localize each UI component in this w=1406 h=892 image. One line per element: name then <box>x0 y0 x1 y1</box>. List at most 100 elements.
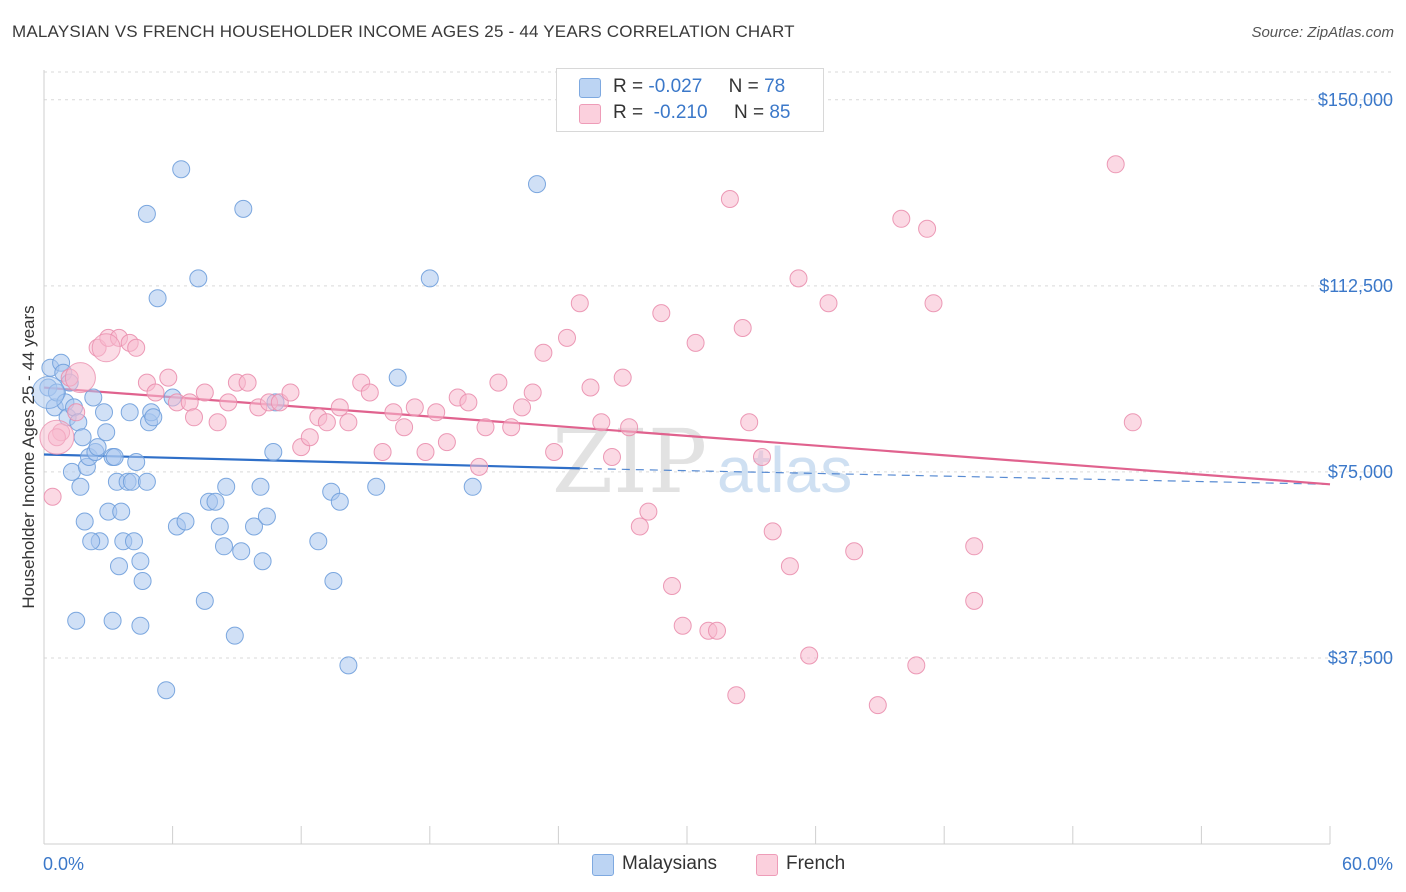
french-point <box>238 373 257 392</box>
french-point <box>673 616 692 635</box>
malaysians-point <box>137 204 156 223</box>
malaysians-point <box>206 492 225 511</box>
malaysians-point <box>463 477 482 496</box>
french-point <box>892 209 911 228</box>
cluster-point <box>39 419 75 455</box>
malaysians-point <box>95 403 113 422</box>
french-point <box>581 378 600 397</box>
french-point <box>918 219 937 238</box>
malaysians-point <box>528 175 546 194</box>
malaysians-swatch <box>579 78 601 98</box>
legend-malaysians-label: Malaysians <box>622 853 718 874</box>
malaysians-point <box>420 269 439 288</box>
french-point <box>489 373 508 392</box>
french-point <box>965 537 984 556</box>
french-point <box>753 448 771 466</box>
malaysians-point <box>324 572 343 590</box>
french-r-label: R = <box>613 102 644 123</box>
cluster-point <box>91 333 121 363</box>
french-point <box>763 522 782 541</box>
malaysians-point <box>309 532 328 551</box>
malaysians-point <box>88 438 107 457</box>
french-point <box>545 443 564 461</box>
french-point <box>159 368 178 387</box>
series-malaysians <box>39 160 546 700</box>
french-point <box>281 383 300 402</box>
french-point <box>558 328 576 347</box>
french-point <box>603 448 621 466</box>
french-point <box>534 343 553 362</box>
malaysians-point <box>144 408 163 427</box>
malaysians-n-value: 78 <box>764 76 786 97</box>
malaysians-point <box>120 403 139 422</box>
malaysians-point <box>251 477 270 496</box>
french-point <box>1123 413 1142 432</box>
malaysians-point <box>245 517 263 536</box>
malaysians-point <box>110 557 128 576</box>
french-point <box>523 383 542 402</box>
series-french <box>43 155 1142 715</box>
y-tick-label: $112,500 <box>1319 276 1393 296</box>
malaysians-point <box>210 517 229 536</box>
x-tick-label-min: 0.0% <box>43 854 84 874</box>
malaysians-point <box>62 462 81 481</box>
french-point <box>630 517 649 536</box>
french-point <box>330 398 349 417</box>
source-credit: Source: ZipAtlas.com <box>1251 24 1394 41</box>
malaysians-point <box>127 453 146 471</box>
french-point <box>360 383 379 402</box>
french-point <box>1106 155 1125 174</box>
malaysians-r-label: R = <box>613 76 644 97</box>
legend-malaysians-swatch <box>592 854 614 876</box>
y-tick-labels: $37,500 $75,000 $112,500 $150,000 <box>1318 90 1393 668</box>
french-point <box>405 398 424 417</box>
malaysians-point <box>67 611 86 630</box>
legend-french-swatch <box>756 854 778 876</box>
french-point <box>427 403 446 422</box>
malaysians-point <box>103 611 122 630</box>
french-point <box>395 418 414 437</box>
malaysians-point <box>105 448 124 466</box>
french-point <box>780 557 799 576</box>
french-point <box>800 646 819 665</box>
french-point <box>907 656 926 675</box>
french-point <box>185 408 203 427</box>
french-point <box>686 333 705 352</box>
malaysians-point <box>264 443 283 461</box>
french-point <box>720 190 739 208</box>
french-swatch <box>579 104 601 124</box>
french-n-label: N = <box>733 102 765 123</box>
french-point <box>592 413 611 432</box>
malaysians-point <box>232 542 251 561</box>
french-point <box>727 686 746 705</box>
french-point <box>613 368 632 387</box>
chart-title: MALAYSIAN VS FRENCH HOUSEHOLDER INCOME A… <box>12 22 795 41</box>
malaysians-point <box>131 552 150 571</box>
malaysians-point <box>195 591 214 610</box>
malaysians-point <box>122 472 141 491</box>
axes <box>43 70 1331 845</box>
malaysians-point <box>367 477 386 496</box>
malaysians-point <box>75 512 94 531</box>
x-tick-label-max: 60.0% <box>1342 854 1393 874</box>
malaysians-point <box>148 289 167 308</box>
french-point <box>437 433 456 452</box>
stats-box: R = -0.027 N = 78 R = -0.210 N = 85 <box>556 68 824 132</box>
malaysians-point <box>257 507 276 526</box>
malaysians-r-value: -0.027 <box>648 76 703 97</box>
french-point <box>663 577 681 595</box>
malaysians-point <box>388 368 407 387</box>
french-point <box>127 338 146 357</box>
legend-french-label: French <box>786 853 846 874</box>
malaysians-point <box>125 532 143 551</box>
malaysians-point <box>84 388 103 407</box>
french-point <box>819 294 838 313</box>
french-point <box>845 542 864 561</box>
french-point <box>219 393 238 412</box>
y-axis-label: Householder Income Ages 25 - 44 years <box>19 305 38 608</box>
french-point <box>43 487 62 506</box>
french-point <box>476 418 495 437</box>
malaysians-point <box>176 512 195 531</box>
french-point <box>470 457 489 476</box>
